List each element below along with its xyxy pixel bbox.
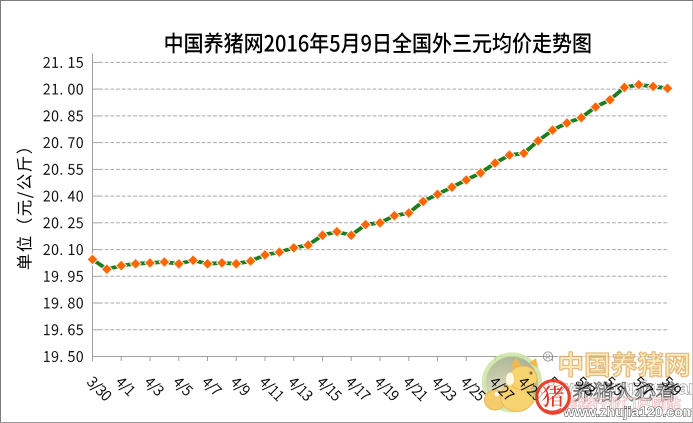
svg-text:R: R	[545, 352, 551, 361]
svg-text:www.zhujia120.com: www.zhujia120.com	[563, 404, 693, 420]
